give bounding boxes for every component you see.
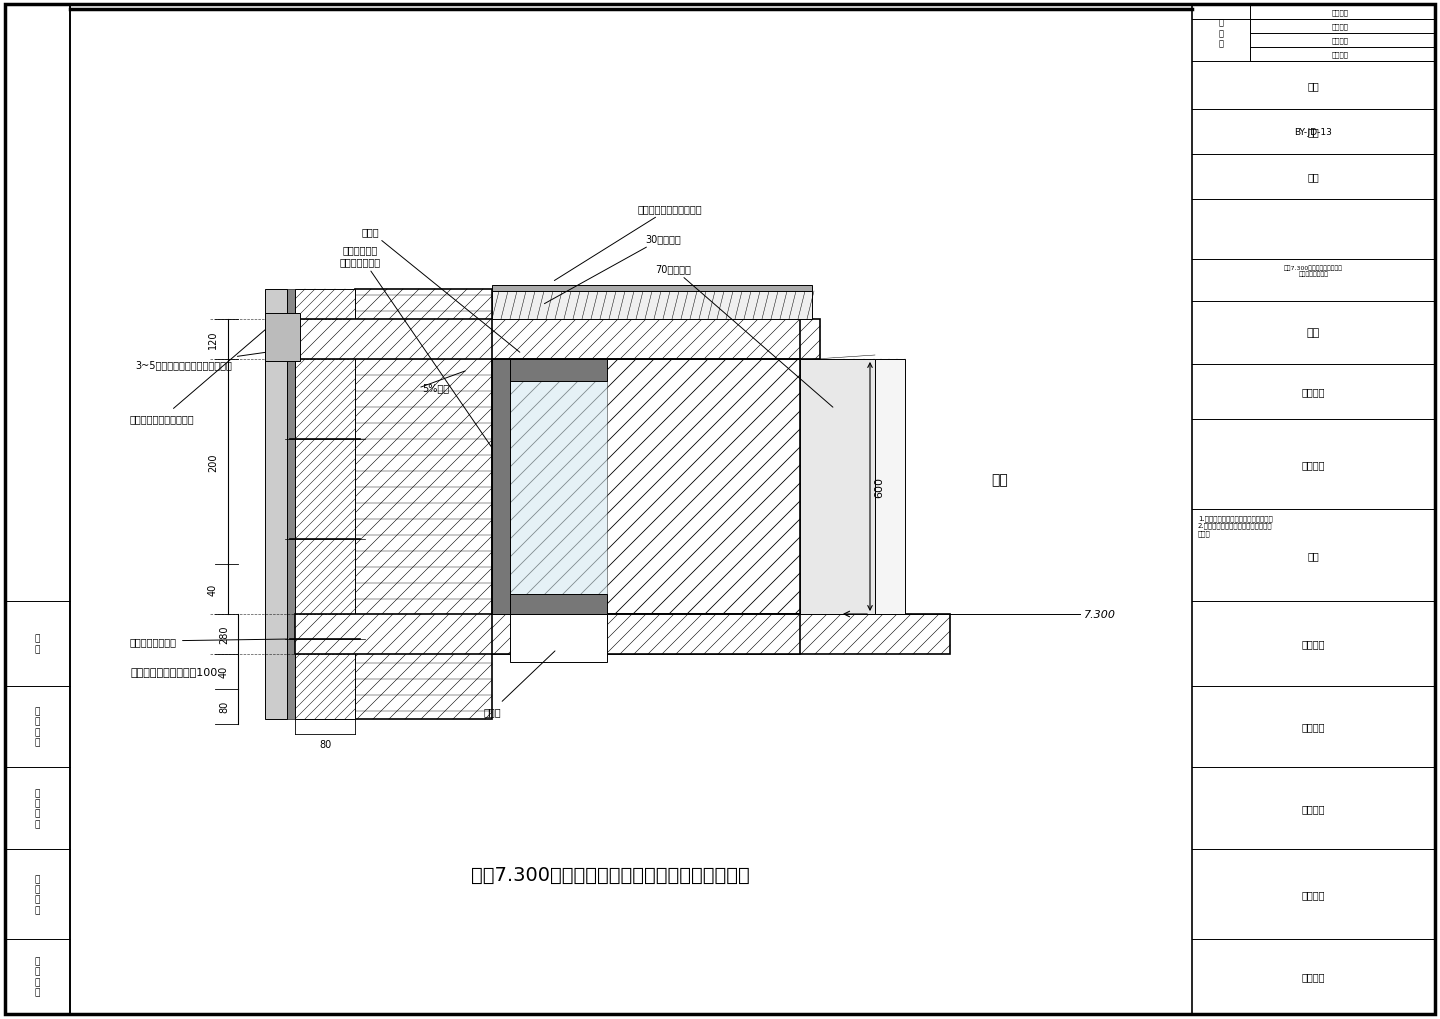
Text: 建
设
单
位: 建 设 单 位 <box>35 957 40 997</box>
Bar <box>492 360 510 614</box>
Bar <box>356 289 492 719</box>
Text: 绘图单位: 绘图单位 <box>1332 52 1348 58</box>
Text: 设计资质: 设计资质 <box>1302 460 1325 470</box>
Text: 总
包
单
位: 总 包 单 位 <box>35 874 40 914</box>
Bar <box>287 289 295 719</box>
Bar <box>265 314 300 362</box>
Bar <box>295 289 356 719</box>
Text: 建设单位: 建设单位 <box>1332 23 1348 31</box>
Text: 标高7.300石材饰面飘窗处外墙外保温施工节点图: 标高7.300石材饰面飘窗处外墙外保温施工节点图 <box>471 865 749 883</box>
Text: 40: 40 <box>219 665 229 678</box>
Text: 设
计
单
位: 设 计 单 位 <box>35 707 40 747</box>
Bar <box>801 360 876 614</box>
Text: 卧室: 卧室 <box>992 473 1008 486</box>
Bar <box>295 320 819 360</box>
Text: 40: 40 <box>207 583 217 595</box>
Text: 日期: 日期 <box>1308 172 1319 182</box>
Text: 设计单位: 设计单位 <box>1332 9 1348 15</box>
Text: 说明: 说明 <box>1308 550 1319 560</box>
Bar <box>510 382 608 594</box>
Bar <box>265 289 287 719</box>
Bar <box>510 594 608 614</box>
Text: 施工方案: 施工方案 <box>1302 387 1325 397</box>
Text: BY-JD-13: BY-JD-13 <box>1295 127 1332 137</box>
Text: 200: 200 <box>207 452 217 471</box>
Bar <box>492 360 608 382</box>
Bar <box>492 614 801 654</box>
Text: 签
字
栏: 签 字 栏 <box>1218 18 1224 48</box>
Bar <box>876 360 904 614</box>
Bar <box>492 285 812 291</box>
Text: 岩棉板专用锚固件: 岩棉板专用锚固件 <box>130 637 287 646</box>
Bar <box>492 291 812 320</box>
Text: 聚氨酯发泡胶
（外单位施工）: 聚氨酯发泡胶 （外单位施工） <box>340 246 497 454</box>
Text: 窗附框: 窗附框 <box>361 227 520 353</box>
Bar <box>510 614 608 662</box>
Text: 5%余坡: 5%余坡 <box>422 382 449 392</box>
Text: 施
工
方
案: 施 工 方 案 <box>35 788 40 828</box>
Text: 80: 80 <box>318 739 331 749</box>
Bar <box>492 320 801 360</box>
Text: 标高7.300石材饰面飘窗处外墙
外保温施工节点图: 标高7.300石材饰面飘窗处外墙 外保温施工节点图 <box>1284 265 1344 277</box>
Text: 图名: 图名 <box>1308 328 1320 338</box>
Text: 30厚聚苯板: 30厚聚苯板 <box>544 233 681 305</box>
Text: 600: 600 <box>874 477 884 497</box>
Text: 日
期: 日 期 <box>35 634 40 653</box>
Text: 3~5層护面砂浆夹复合镀锌钢格布: 3~5層护面砂浆夹复合镀锌钢格布 <box>135 351 287 370</box>
Polygon shape <box>492 360 801 614</box>
Text: 设计单位: 设计单位 <box>1302 721 1325 732</box>
Text: 280: 280 <box>219 625 229 644</box>
Text: 总包单位: 总包单位 <box>1302 890 1325 899</box>
Text: 1.图上面尺寸单位均为毫米，标高单位
2.图上面尺寸只针对本处做法，各部分
情况。: 1.图上面尺寸单位均为毫米，标高单位 2.图上面尺寸只针对本处做法，各部分 情况… <box>1198 515 1273 536</box>
Text: 页数: 页数 <box>1308 81 1319 91</box>
Text: 米黄色石材外墙装饰槽线: 米黄色石材外墙装饰槽线 <box>130 320 278 424</box>
Text: 绘图单位: 绘图单位 <box>1302 971 1325 981</box>
Text: 120: 120 <box>207 330 217 348</box>
Text: 70厚岩棉板: 70厚岩棉板 <box>655 264 832 408</box>
Text: 附加网格布转角长度各100: 附加网格布转角长度各100 <box>130 666 217 677</box>
Text: 7.300: 7.300 <box>1084 609 1116 620</box>
Text: 图号: 图号 <box>1308 127 1319 138</box>
Bar <box>295 614 950 654</box>
Text: 总包单位: 总包单位 <box>1332 38 1348 44</box>
Text: 工程名称: 工程名称 <box>1302 639 1325 649</box>
Text: 80: 80 <box>219 700 229 712</box>
Text: 窗附框: 窗附框 <box>484 651 554 716</box>
Text: 建设单位: 建设单位 <box>1302 803 1325 813</box>
Text: 成品聚苯板外墙装饰槽线: 成品聚苯板外墙装饰槽线 <box>554 204 703 281</box>
Bar <box>492 360 801 614</box>
